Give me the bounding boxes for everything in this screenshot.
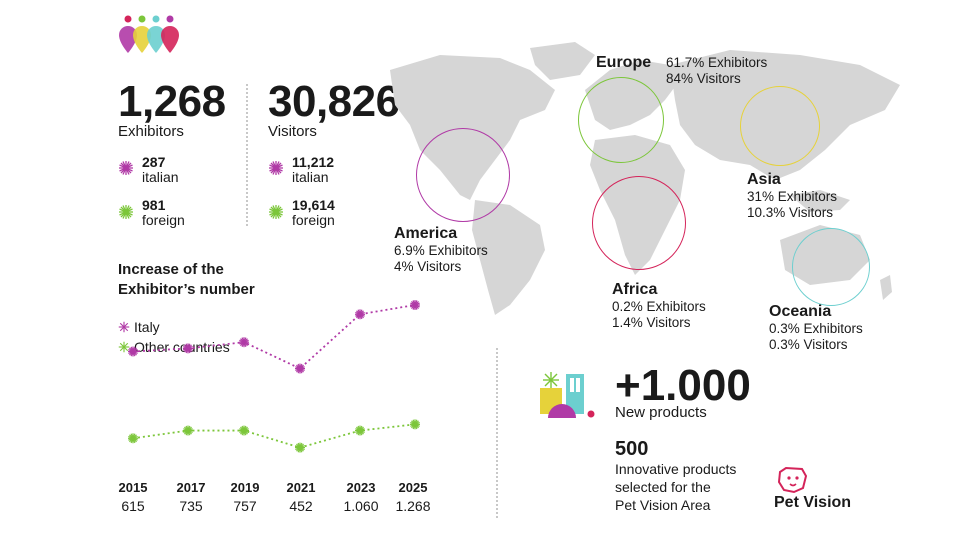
chart-title-line2: Exhibitor’s number <box>118 281 255 298</box>
asia-visitors: 10.3% Visitors <box>747 205 834 220</box>
year-label: 2015 <box>118 480 148 495</box>
data-point <box>183 425 193 436</box>
year-total: 735 <box>179 498 203 514</box>
data-point <box>128 433 138 444</box>
year-total: 452 <box>289 498 313 514</box>
series-line-other <box>132 423 416 449</box>
asia-name: Asia <box>747 171 781 188</box>
data-point <box>239 425 249 436</box>
year-label: 2019 <box>230 480 260 495</box>
data-point <box>239 337 249 348</box>
italian-burst-icon <box>269 161 283 175</box>
exhibitors-foreign-value: 981 <box>142 197 166 213</box>
pet-vision-dog-icon <box>777 466 808 494</box>
legend-other-label: Other countries <box>134 339 230 355</box>
innovative-line2: selected for the <box>615 479 711 495</box>
year-total: 1.268 <box>395 498 431 514</box>
stats-divider <box>246 84 248 226</box>
africa-exhibitors: 0.2% Exhibitors <box>612 299 706 314</box>
other-burst-icon <box>118 341 130 353</box>
data-point <box>295 442 305 453</box>
oceania-circle <box>792 228 870 306</box>
year-total: 757 <box>233 498 257 514</box>
year-axis: 2015 2017 2019 2021 2023 2025 615 735 75… <box>108 480 438 520</box>
data-point <box>183 343 193 354</box>
data-point <box>355 425 365 436</box>
data-point <box>295 363 305 374</box>
year-label: 2025 <box>398 480 428 495</box>
exhibitors-italian-value: 287 <box>142 154 166 170</box>
series-line-italy <box>132 304 416 370</box>
chart-title-line1: Increase of the <box>118 261 224 278</box>
chart-legend: Italy Other countries <box>118 319 230 355</box>
exhibitors-italian-label: italian <box>142 169 179 185</box>
year-label: 2017 <box>176 480 206 495</box>
visitors-foreign-label: foreign <box>292 212 335 228</box>
oceania-exhibitors: 0.3% Exhibitors <box>769 321 863 336</box>
pins-logo-icon <box>119 15 179 53</box>
america-visitors: 4% Visitors <box>394 259 462 274</box>
africa-circle <box>592 176 686 270</box>
new-products-label: New products <box>615 404 707 421</box>
products-illustration-icon <box>540 372 595 418</box>
visitors-italian-value: 11,212 <box>292 154 335 170</box>
data-point <box>410 419 420 430</box>
asia-exhibitors: 31% Exhibitors <box>747 189 838 204</box>
legend-other: Other countries <box>118 339 230 355</box>
data-point <box>410 300 420 310</box>
oceania-name: Oceania <box>769 303 832 320</box>
new-products-value: +1.000 <box>615 361 751 410</box>
year-label: 2021 <box>286 480 316 495</box>
america-name: America <box>394 225 458 242</box>
italy-burst-icon <box>118 321 130 333</box>
visitors-italian-label: italian <box>292 169 329 185</box>
data-point <box>128 346 138 357</box>
europe-exhibitors: 61.7% Exhibitors <box>666 55 768 70</box>
exhibitor-line-chart <box>128 300 420 453</box>
asia-circle <box>740 86 820 166</box>
data-point <box>355 309 365 320</box>
innovative-line1: Innovative products <box>615 461 737 477</box>
innovative-line3: Pet Vision Area <box>615 497 711 513</box>
innovative-products-value: 500 <box>615 438 649 460</box>
exhibitors-foreign-label: foreign <box>142 212 185 228</box>
year-total: 615 <box>121 498 145 514</box>
europe-label: Europe <box>596 53 651 72</box>
foreign-burst-icon <box>119 205 133 219</box>
europe-name: Europe <box>596 54 652 71</box>
america-circle <box>416 128 510 222</box>
foreign-burst-icon <box>269 205 283 219</box>
visitors-total: 30,826 <box>268 77 400 126</box>
year-label: 2023 <box>346 480 376 495</box>
exhibitors-label: Exhibitors <box>118 123 184 140</box>
pet-vision-label: Pet Vision <box>774 494 852 511</box>
europe-visitors: 84% Visitors <box>666 71 741 86</box>
legend-italy-label: Italy <box>134 319 160 335</box>
africa-visitors: 1.4% Visitors <box>612 315 691 330</box>
legend-italy: Italy <box>118 319 230 335</box>
oceania-visitors: 0.3% Visitors <box>769 337 848 352</box>
europe-circle <box>578 77 664 163</box>
bottom-divider <box>496 348 498 518</box>
africa-name: Africa <box>612 281 658 298</box>
exhibitors-total: 1,268 <box>118 77 226 126</box>
italian-burst-icon <box>119 161 133 175</box>
visitors-label: Visitors <box>268 123 317 140</box>
america-exhibitors: 6.9% Exhibitors <box>394 243 488 258</box>
year-total: 1.060 <box>343 498 379 514</box>
visitors-foreign-value: 19,614 <box>292 197 335 213</box>
